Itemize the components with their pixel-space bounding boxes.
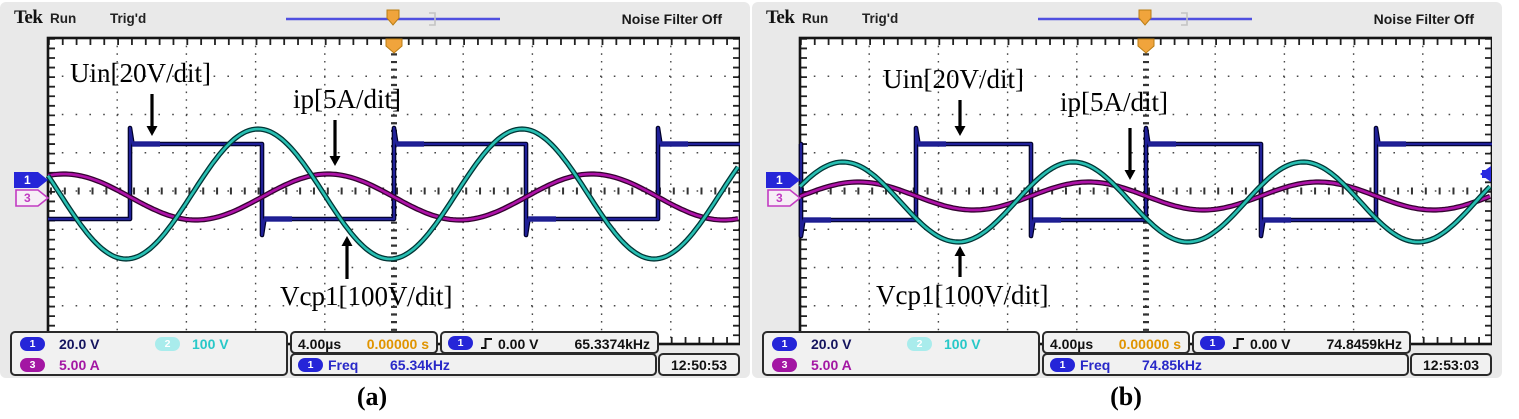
ch2-scale: 100 V — [944, 335, 981, 352]
status-bar: Tek Run Trig'd Noise Filter Off — [760, 6, 1492, 30]
rising-slope-icon — [481, 338, 492, 349]
tek-logo: Tek — [14, 7, 43, 28]
timebase-readout-box: 4.00µs 0.00000 s — [1042, 331, 1190, 354]
acquisition-status: Run — [802, 11, 829, 26]
ch1-badge: 1 — [20, 336, 45, 351]
noise-filter-status: Noise Filter Off — [1373, 11, 1474, 27]
status-bar: Tek Run Trig'd Noise Filter Off — [8, 6, 740, 30]
channel-readout-box: 1 20.0 V 2 100 V 3 5.00 A — [762, 331, 1040, 376]
ch3-scale: 5.00 A — [811, 356, 852, 373]
timebase-value: 4.00µs — [298, 336, 342, 352]
vcp1-label: Vcp1[100V/dit] — [280, 281, 453, 311]
trigger-source-badge: 1 — [1200, 336, 1225, 350]
caption-a: (a) — [356, 382, 388, 411]
trigger-frequency-value: 74.8459kHz — [1326, 336, 1402, 352]
ch1-scale: 20.0 V — [811, 335, 852, 352]
measurement-readout-box: 1 Freq 65.34kHz — [290, 353, 657, 376]
horizontal-position-bar — [1038, 9, 1252, 26]
ch2-badge: 2 — [155, 336, 180, 351]
ch2-badge: 2 — [907, 336, 932, 351]
readout-bar: 1 20.0 V 2 100 V 3 5.00 A 4.00µs 0.00000… — [760, 331, 1492, 377]
clock-readout-box: 12:53:03 — [1410, 353, 1492, 376]
ip-label: ip[5A/dit] — [1060, 87, 1168, 117]
svg-text:3: 3 — [24, 191, 31, 205]
ch3-badge: 3 — [772, 357, 797, 372]
uin-label: Uin[20V/dit] — [883, 64, 1024, 94]
measure-label: Freq — [328, 357, 359, 373]
rising-slope-icon — [1233, 338, 1244, 349]
trigger-status: Trig'd — [110, 11, 147, 26]
ch1-scale: 20.0 V — [59, 335, 100, 352]
timebase-value: 4.00µs — [1050, 336, 1094, 352]
clock-readout-box: 12:50:53 — [658, 353, 740, 376]
vcp1-label: Vcp1[100V/dit] — [876, 280, 1049, 310]
svg-text:3: 3 — [776, 191, 783, 205]
horizontal-position-value: 0.00000 s — [1118, 336, 1181, 352]
svg-text:1: 1 — [24, 173, 31, 187]
svg-text:1: 1 — [776, 173, 783, 187]
measurement-readout-box: 1 Freq 74.85kHz — [1042, 353, 1409, 376]
uin-label: Uin[20V/dit] — [70, 58, 211, 88]
measure-value: 65.34kHz — [390, 357, 450, 373]
ch3-badge: 3 — [20, 357, 45, 372]
timebase-readout-box: 4.00µs 0.00000 s — [290, 331, 438, 354]
channel-readout-box: 1 20.0 V 2 100 V 3 5.00 A — [10, 331, 288, 376]
measure-value: 74.85kHz — [1142, 357, 1202, 373]
ch2-scale: 100 V — [192, 335, 229, 352]
ch3-scale: 5.00 A — [59, 356, 100, 373]
trigger-frequency-value: 65.3374kHz — [574, 336, 650, 352]
ch1-badge: 1 — [772, 336, 797, 351]
measure-source-badge: 1 — [298, 358, 323, 372]
trigger-level-value: 0.00 V — [1250, 336, 1291, 352]
horizontal-position-value: 0.00000 s — [366, 336, 429, 352]
ip-label: ip[5A/dit] — [293, 84, 401, 114]
readout-bar: 1 20.0 V 2 100 V 3 5.00 A 4.00µs 0.00000… — [8, 331, 740, 377]
clock-value: 12:50:53 — [670, 357, 728, 373]
measure-label: Freq — [1080, 357, 1111, 373]
acquisition-status: Run — [50, 11, 77, 26]
tek-logo: Tek — [766, 7, 795, 28]
horizontal-position-bar — [286, 9, 500, 26]
trigger-source-badge: 1 — [448, 336, 473, 350]
trigger-readout-box: 1 0.00 V 65.3374kHz — [440, 331, 659, 354]
trigger-status: Trig'd — [862, 11, 899, 26]
caption-b: (b) — [1110, 382, 1142, 411]
noise-filter-status: Noise Filter Off — [621, 11, 722, 27]
trigger-readout-box: 1 0.00 V 74.8459kHz — [1192, 331, 1411, 354]
clock-value: 12:53:03 — [1422, 357, 1480, 373]
waveform-display: 13 — [766, 36, 1492, 346]
oscilloscope-panel-a: Tek Run Trig'd Noise Filter Off 1 3 Uin[2… — [0, 2, 750, 378]
measure-source-badge: 1 — [1050, 358, 1075, 372]
trigger-level-value: 0.00 V — [498, 336, 539, 352]
